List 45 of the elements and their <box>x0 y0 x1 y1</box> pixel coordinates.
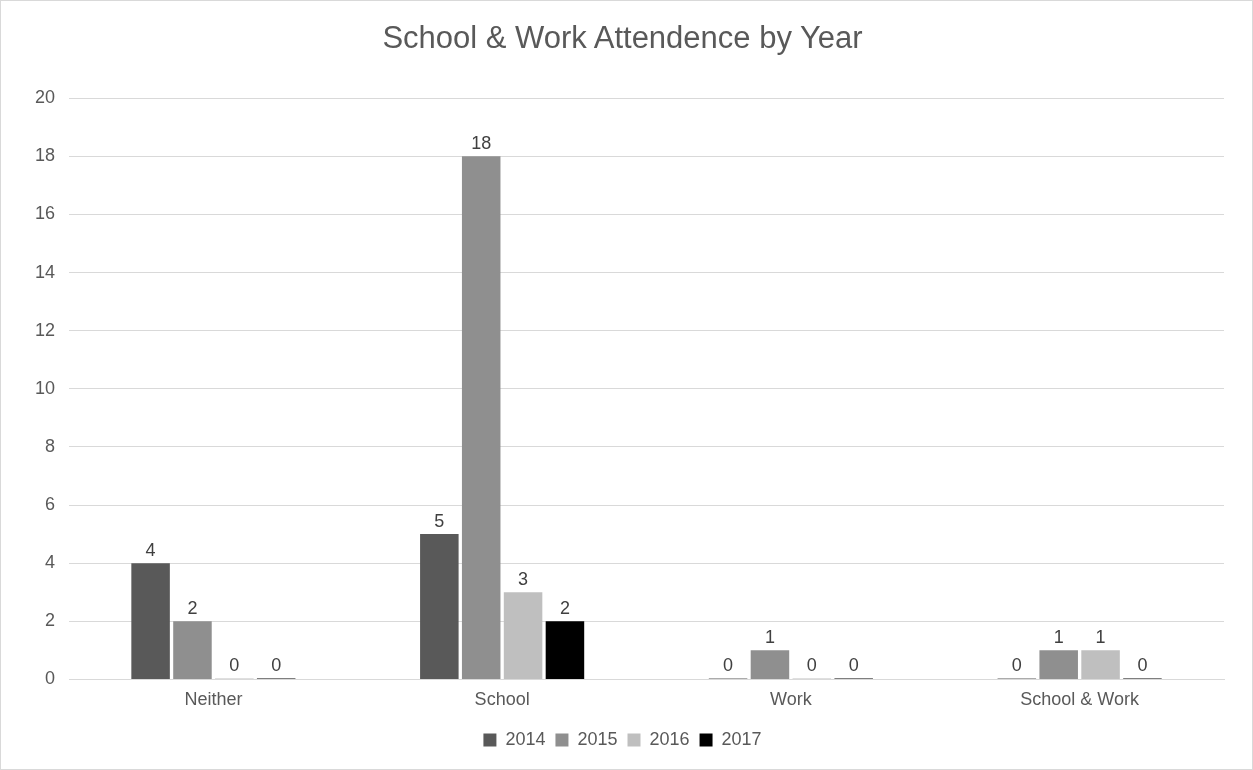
y-tick-label: 18 <box>34 145 56 166</box>
data-label: 5 <box>434 511 445 532</box>
x-tick-label: School & Work <box>1020 689 1140 710</box>
y-tick-label: 2 <box>45 610 56 631</box>
y-tick-label: 8 <box>45 435 56 456</box>
legend-label: 2015 <box>577 728 618 749</box>
bar <box>131 563 170 679</box>
bar <box>1081 650 1120 679</box>
data-label: 0 <box>723 655 734 676</box>
y-tick-label: 10 <box>34 377 56 398</box>
data-label: 2 <box>559 598 570 619</box>
chart-title: School & Work Attendence by Year <box>382 20 863 56</box>
y-tick-label: 6 <box>45 494 56 515</box>
data-label: 1 <box>1095 627 1106 648</box>
data-label: 3 <box>518 569 529 590</box>
data-label: 0 <box>229 655 240 676</box>
y-tick-label: 4 <box>45 552 56 573</box>
legend-label: 2016 <box>649 728 690 749</box>
y-tick-label: 20 <box>34 87 56 108</box>
y-tick-label: 16 <box>34 203 56 224</box>
data-label: 2 <box>187 598 198 619</box>
x-tick-label: School <box>474 689 530 710</box>
y-tick-label: 0 <box>45 668 56 689</box>
data-label: 0 <box>1137 655 1148 676</box>
data-label: 0 <box>806 655 817 676</box>
y-tick-label: 14 <box>34 261 56 282</box>
bar <box>503 592 543 679</box>
data-label: 1 <box>764 627 775 648</box>
data-label: 0 <box>848 655 859 676</box>
data-label: 4 <box>145 540 156 561</box>
data-label: 1 <box>1053 627 1064 648</box>
y-tick-label: 12 <box>34 319 56 340</box>
bar <box>750 650 790 679</box>
bar <box>420 534 459 679</box>
data-label: 0 <box>1011 655 1022 676</box>
bar <box>1039 650 1078 679</box>
bar <box>545 621 585 679</box>
x-tick-label: Neither <box>184 689 243 710</box>
data-label: 0 <box>271 655 282 676</box>
data-label: 18 <box>471 133 492 154</box>
legend-label: 2014 <box>505 728 546 749</box>
bar <box>173 621 212 679</box>
x-tick-label: Work <box>770 689 813 710</box>
legend-label: 2017 <box>721 728 762 749</box>
bar <box>461 156 501 679</box>
